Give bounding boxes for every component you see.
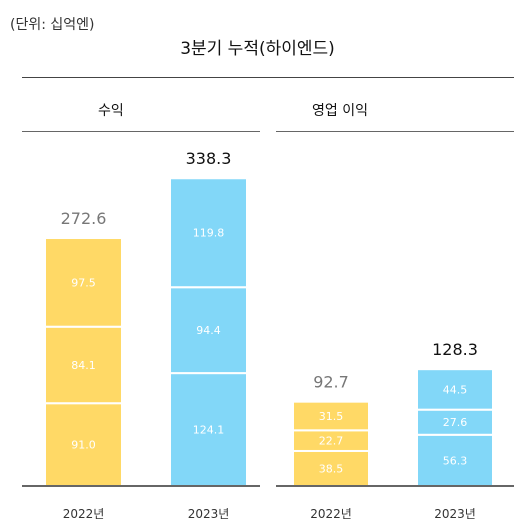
segment-label-1-1-2: 44.5 (443, 383, 468, 396)
bar-segment-1-1-2 (416, 368, 494, 411)
segment-label-0-0-2: 97.5 (71, 276, 96, 289)
chart-title: 3분기 누적(하이엔드) (180, 39, 335, 59)
total-label-0-1: 338.3 (186, 149, 232, 168)
category-label-0-0: 2022년 (63, 507, 105, 521)
panel-divider-operating-income (276, 131, 514, 132)
segment-label-0-0-0: 91.0 (71, 439, 96, 452)
total-label-0-0: 272.6 (61, 209, 107, 228)
unit-label: (단위: 십억엔) (10, 17, 95, 33)
category-label-0-1: 2023년 (188, 507, 230, 521)
bar-segment-0-0-0 (44, 402, 123, 487)
category-label-1-1: 2023년 (434, 507, 476, 521)
panel-title-operating-income: 영업 이익 (312, 103, 368, 119)
segment-label-0-1-0: 124.1 (193, 424, 225, 437)
segment-label-1-0-2: 31.5 (319, 410, 344, 423)
segment-label-0-1-1: 94.4 (196, 324, 221, 337)
title-divider (22, 77, 514, 78)
bar-segment-0-0-2 (44, 237, 123, 328)
segment-label-1-0-0: 38.5 (319, 462, 344, 475)
segment-label-1-1-1: 27.6 (443, 416, 468, 429)
bar-segment-1-0-2 (292, 400, 370, 432)
category-label-1-0: 2022년 (310, 507, 352, 521)
bar-segment-0-0-1 (44, 325, 123, 405)
panel-title-revenue: 수익 (98, 103, 124, 119)
segment-label-0-0-1: 84.1 (71, 359, 96, 372)
segment-label-1-1-0: 56.3 (443, 454, 468, 467)
panel-divider-revenue (22, 131, 260, 132)
total-label-1-0: 92.7 (313, 373, 349, 392)
bar-segment-1-1-1 (416, 408, 494, 436)
total-label-1-1: 128.3 (432, 340, 478, 359)
segment-label-1-0-1: 22.7 (319, 435, 344, 448)
segment-label-0-1-2: 119.8 (193, 227, 225, 240)
bar-segment-0-1-2 (169, 177, 248, 289)
